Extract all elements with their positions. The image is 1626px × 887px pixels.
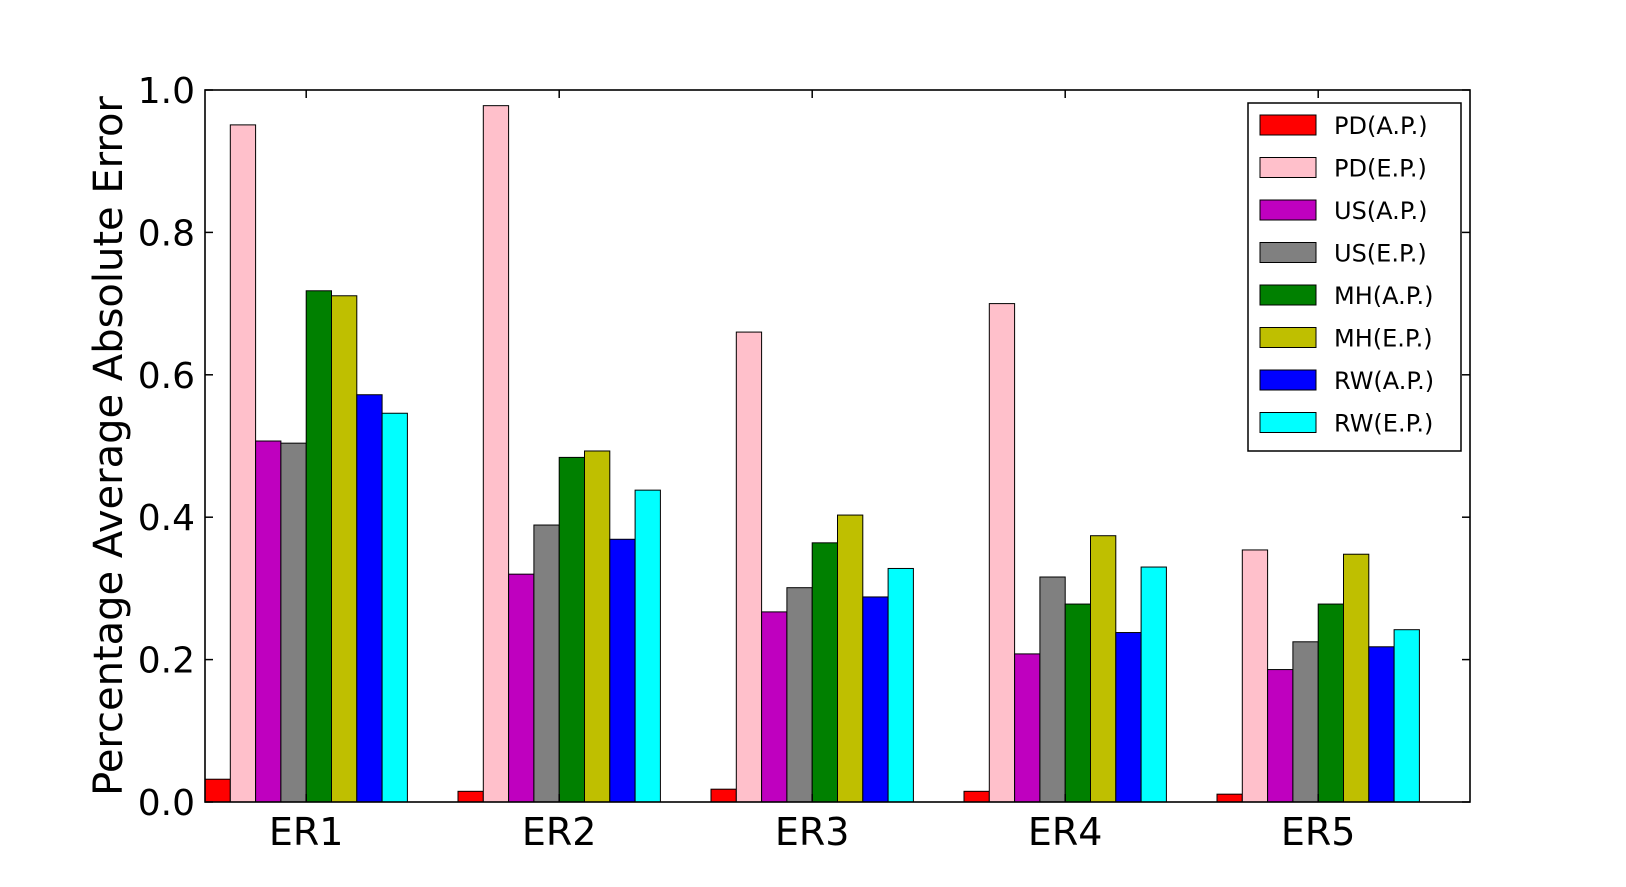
bar-PD(E.P.)-ER2 bbox=[482, 105, 510, 803]
y-tick-label: 0.2 bbox=[138, 641, 195, 682]
bar-PD(A.P.)-ER4 bbox=[963, 790, 990, 803]
x-axis-labels: ER1 ER2 ER3 ER4 ER5 bbox=[269, 90, 1356, 854]
legend-swatch bbox=[1259, 242, 1317, 263]
legend-swatch bbox=[1259, 412, 1317, 433]
y-tick-label: 0.4 bbox=[138, 498, 195, 539]
bar-MH(A.P.)-ER5 bbox=[1317, 603, 1344, 803]
bar-RW(E.P.)-ER5 bbox=[1393, 629, 1420, 803]
bar-PD(E.P.)-ER1 bbox=[229, 124, 257, 803]
x-category-label: ER3 bbox=[775, 810, 850, 854]
bar-US(E.P.)-ER3 bbox=[786, 587, 813, 803]
bar-US(A.P.)-ER5 bbox=[1267, 669, 1294, 803]
bar-PD(A.P.)-ER1 bbox=[204, 778, 231, 803]
bar-RW(E.P.)-ER2 bbox=[634, 489, 661, 803]
legend-swatch bbox=[1259, 199, 1317, 221]
bar-MH(A.P.)-ER2 bbox=[558, 456, 586, 803]
y-tick-label: 0.0 bbox=[138, 783, 195, 824]
x-category-label: ER5 bbox=[1281, 810, 1356, 854]
bar-US(E.P.)-ER2 bbox=[533, 524, 560, 803]
bar-PD(A.P.)-ER5 bbox=[1216, 793, 1243, 803]
bar-PD(E.P.)-ER4 bbox=[988, 303, 1016, 803]
bar-MH(E.P.)-ER5 bbox=[1343, 553, 1370, 803]
y-tick-label: 0.6 bbox=[138, 356, 195, 397]
legend-label: US(E.P.) bbox=[1334, 240, 1427, 268]
bar-PD(E.P.)-ER3 bbox=[735, 331, 763, 803]
bar-RW(A.P.)-ER4 bbox=[1115, 632, 1142, 803]
bar-RW(A.P.)-ER5 bbox=[1368, 646, 1395, 803]
legend-swatch bbox=[1259, 114, 1317, 136]
bar-US(A.P.)-ER1 bbox=[255, 440, 282, 803]
bar-PD(E.P.)-ER5 bbox=[1241, 549, 1269, 803]
bar-MH(A.P.)-ER4 bbox=[1064, 603, 1091, 803]
bar-RW(A.P.)-ER2 bbox=[609, 538, 636, 803]
y-axis-title: Percentage Average Absolute Error bbox=[86, 96, 132, 796]
legend-label: RW(E.P.) bbox=[1334, 410, 1433, 438]
y-tick-label: 0.8 bbox=[138, 213, 195, 254]
bars-layer bbox=[204, 105, 1420, 803]
legend-label: MH(A.P.) bbox=[1334, 282, 1433, 310]
bar-US(E.P.)-ER5 bbox=[1292, 641, 1319, 803]
bar-US(A.P.)-ER2 bbox=[508, 573, 535, 803]
legend-swatch bbox=[1259, 327, 1317, 348]
bar-US(E.P.)-ER1 bbox=[280, 442, 307, 803]
bar-MH(E.P.)-ER4 bbox=[1090, 535, 1117, 803]
legend-label: RW(A.P.) bbox=[1334, 367, 1434, 395]
bar-US(E.P.)-ER4 bbox=[1039, 576, 1066, 803]
legend-swatch bbox=[1259, 369, 1317, 391]
bar-PD(A.P.)-ER3 bbox=[710, 788, 737, 803]
legend-label: US(A.P.) bbox=[1334, 197, 1428, 225]
bar-MH(E.P.)-ER3 bbox=[837, 514, 864, 803]
bar-RW(E.P.)-ER4 bbox=[1140, 566, 1167, 803]
y-axis-ticks: 0.0 0.2 0.4 0.6 0.8 1.0 bbox=[138, 71, 1470, 824]
plot-frame bbox=[204, 89, 1471, 803]
bar-MH(E.P.)-ER1 bbox=[331, 295, 358, 803]
bar-US(A.P.)-ER3 bbox=[761, 611, 788, 803]
x-category-label: ER4 bbox=[1028, 810, 1103, 854]
bar-RW(A.P.)-ER1 bbox=[356, 394, 383, 803]
bar-RW(E.P.)-ER1 bbox=[381, 412, 408, 803]
bar-PD(A.P.)-ER2 bbox=[457, 790, 484, 803]
x-category-label: ER1 bbox=[269, 810, 344, 854]
legend-swatch bbox=[1259, 284, 1317, 306]
legend: PD(A.P.) PD(E.P.) US(A.P.) US(E.P.) MH(A.P.)… bbox=[1247, 102, 1462, 452]
bar-RW(E.P.)-ER3 bbox=[887, 567, 914, 803]
bar-RW(A.P.)-ER3 bbox=[862, 596, 889, 803]
y-tick-label: 1.0 bbox=[138, 71, 195, 112]
bar-MH(A.P.)-ER1 bbox=[305, 290, 333, 803]
legend-label: MH(E.P.) bbox=[1334, 325, 1433, 353]
legend-label: PD(E.P.) bbox=[1334, 155, 1427, 183]
bar-US(A.P.)-ER4 bbox=[1014, 653, 1041, 803]
legend-swatch bbox=[1259, 157, 1317, 178]
bar-MH(A.P.)-ER3 bbox=[811, 542, 839, 803]
x-category-label: ER2 bbox=[522, 810, 597, 854]
legend-label: PD(A.P.) bbox=[1334, 112, 1428, 140]
bar-MH(E.P.)-ER2 bbox=[584, 450, 611, 803]
